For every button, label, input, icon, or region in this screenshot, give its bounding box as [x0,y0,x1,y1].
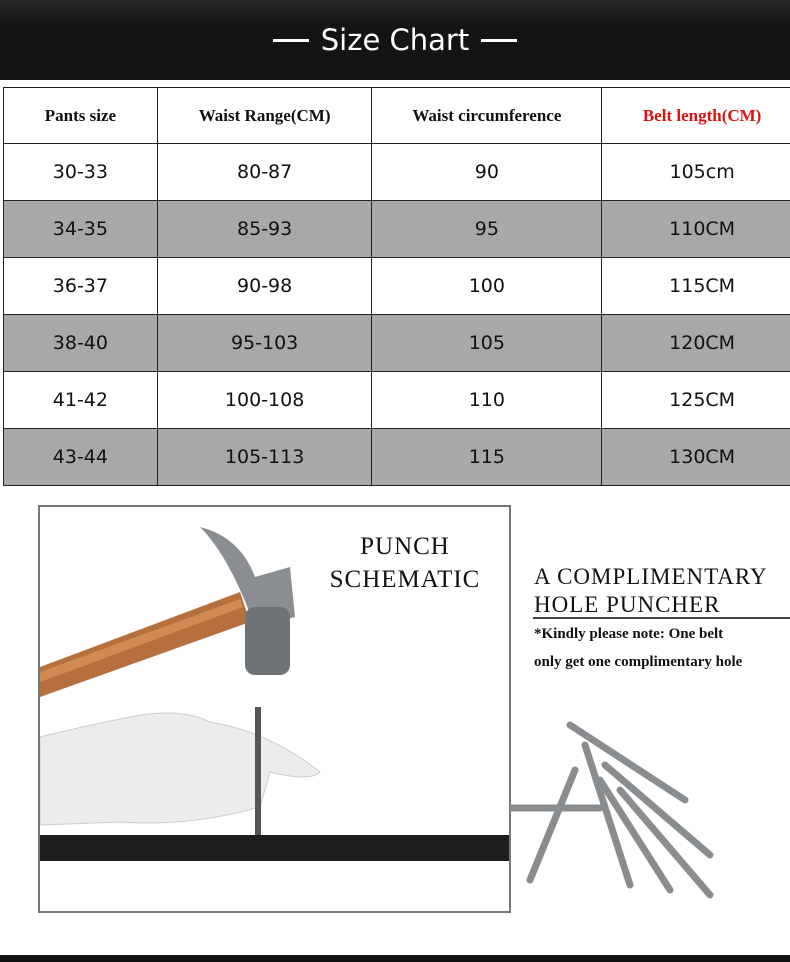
dash-decoration [272,38,309,42]
cell: 105 [371,314,603,372]
table-row: 43-44 105-113 115 130CM [3,428,790,486]
cell: 43-44 [3,428,158,486]
glove-icon [40,712,321,826]
cell: 105cm [601,143,790,201]
cell: 100-108 [156,371,373,429]
table-row: 34-35 85-93 95 110CM [3,200,790,258]
note-line1: *Kindly please note: One belt [534,626,724,642]
cell: 115CM [601,257,790,315]
table-row: 41-42 100-108 110 125CM [3,371,790,429]
cell: 90 [371,143,603,201]
cell: 120CM [601,314,790,372]
divider [533,617,790,619]
punch-schematic-image [38,505,511,913]
table-header-row: Pants size Waist Range(CM) Waist circumf… [3,87,790,144]
punch-tool-icon [255,707,261,842]
note-line2: only get one complimentary hole [534,654,743,670]
cell: 30-33 [3,143,158,201]
belt-strip-icon [40,835,509,861]
schematic-line1: PUNCH [360,533,450,560]
cell: 95-103 [156,314,373,372]
header-pants-size: Pants size [3,87,158,144]
puncher-title: A COMPLIMENTARY HOLE PUNCHER [534,563,768,619]
puncher-line2: HOLE PUNCHER [534,592,721,617]
size-table: Pants size Waist Range(CM) Waist circumf… [3,87,790,486]
table-row: 38-40 95-103 105 120CM [3,314,790,372]
cell: 115 [371,428,603,486]
table-row: 30-33 80-87 90 105cm [3,143,790,201]
dash-decoration [481,38,518,42]
header-waist-range: Waist Range(CM) [156,87,373,144]
cell: 110CM [601,200,790,258]
cell: 80-87 [156,143,373,201]
puncher-line1: A COMPLIMENTARY [534,564,768,589]
hammer-icon [40,527,295,697]
schematic-title: PUNCH SCHEMATIC [300,530,510,596]
cell: 95 [371,200,603,258]
cell: 130CM [601,428,790,486]
schematic-line2: SCHEMATIC [329,566,481,593]
hole-punchers-image [510,721,714,899]
cell: 34-35 [3,200,158,258]
cell: 90-98 [156,257,373,315]
cell: 110 [371,371,603,429]
cell: 38-40 [3,314,158,372]
cell: 105-113 [156,428,373,486]
cell: 41-42 [3,371,158,429]
size-chart-header: Size Chart [0,0,790,80]
page-title: Size Chart [320,23,470,57]
cell: 36-37 [3,257,158,315]
header-waist-circumference: Waist circumference [371,87,603,144]
header-belt-length: Belt length(CM) [601,87,790,144]
puncher-note: *Kindly please note: One belt only get o… [534,620,742,676]
bottom-bar [0,955,790,962]
cell: 100 [371,257,603,315]
cell: 125CM [601,371,790,429]
cell: 85-93 [156,200,373,258]
table-row: 36-37 90-98 100 115CM [3,257,790,315]
